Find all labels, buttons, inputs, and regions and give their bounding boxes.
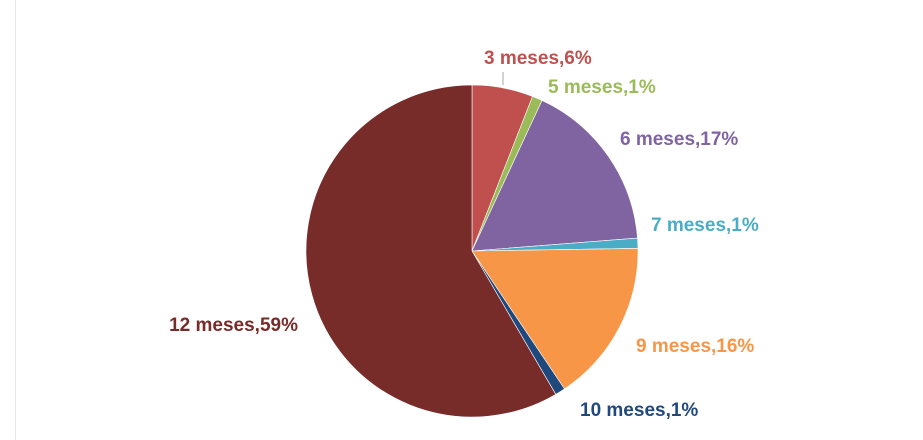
- slice-label-12-meses: 12 meses,59%: [169, 315, 298, 336]
- pie-slice-6-meses: [471, 100, 638, 252]
- pie-slices: [305, 84, 639, 418]
- slice-label-3-meses: 3 meses,6%: [484, 48, 592, 69]
- pie-slice-12-meses: [305, 84, 557, 418]
- slice-label-6-meses: 6 meses,17%: [620, 129, 738, 150]
- left-border: [15, 0, 16, 440]
- slice-label-5-meses: 5 meses,1%: [548, 77, 656, 98]
- pie-slice-9-meses: [471, 248, 639, 390]
- slice-label-7-meses: 7 meses,1%: [651, 215, 759, 236]
- slice-label-9-meses: 9 meses,16%: [636, 336, 754, 357]
- slice-label-10-meses: 10 meses,1%: [580, 400, 698, 421]
- slice-labels: 3 meses,6% 5 meses,1% 6 meses,17% 7 meses,1…: [169, 48, 759, 421]
